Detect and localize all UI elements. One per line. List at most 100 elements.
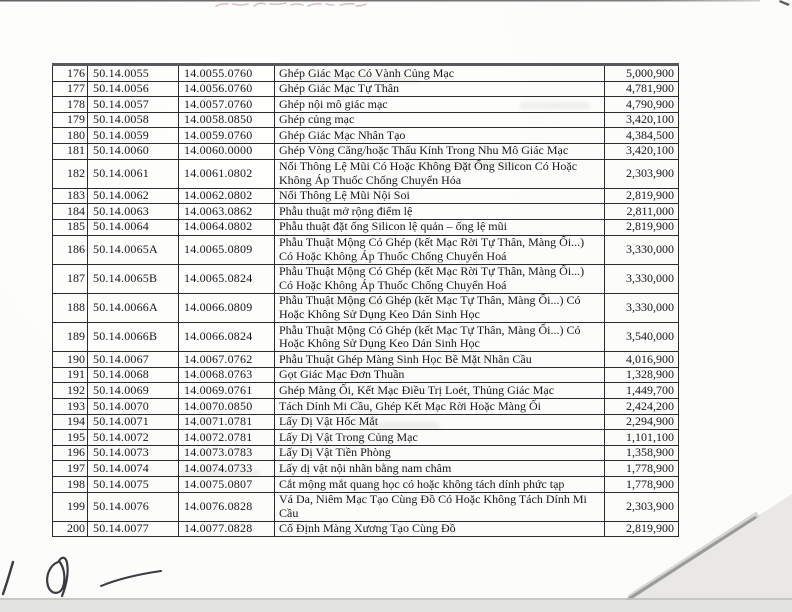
top-right-speck [779, 0, 790, 6]
price-cell: 4,016,900 [604, 351, 679, 368]
code-50-cell: 50.14.0076 [87, 491, 179, 522]
code-50-cell: 50.14.0056 [87, 80, 179, 98]
table-row: 197 50.14.0074 14.0074.0733 Lấy dị vật n… [52, 460, 679, 478]
pink-pen-marks [215, 2, 367, 7]
code-14-cell: 14.0066.0824 [178, 322, 275, 353]
code-14-cell: 14.0073.0783 [178, 444, 275, 462]
table-row: 194 50.14.0071 14.0071.0781 Lấy Dị Vật H… [52, 413, 679, 431]
table-row: 178 50.14.0057 14.0057.0760 Ghép nội mô … [52, 96, 679, 113]
row-number-cell: 197 [52, 460, 88, 478]
code-50-cell: 50.14.0062 [87, 187, 179, 205]
table-row: 196 50.14.0073 14.0073.0783 Lấy Dị Vật T… [52, 444, 679, 462]
price-cell: 4,384,500 [604, 127, 679, 144]
price-cell: 2,303,900 [604, 491, 679, 522]
price-cell: 1,101,100 [604, 429, 679, 446]
service-name-cell: Phẫu thuật đặt ống Silicon lệ quản – ống… [274, 218, 605, 236]
price-cell: 3,330,000 [604, 292, 679, 324]
code-50-cell: 50.14.0064 [87, 218, 179, 236]
price-cell: 2,424,200 [604, 398, 679, 415]
code-50-cell: 50.14.0068 [87, 366, 179, 384]
table-row: 186 50.14.0065A 14.0065.0809 Phẫu Thuật … [52, 234, 679, 265]
code-14-cell: 14.0058.0850 [178, 111, 275, 129]
service-name-cell: Vá Da, Niêm Mạc Tạo Cùng Đồ Có Hoặc Khôn… [274, 491, 605, 522]
price-table: 176 50.14.0055 14.0055.0760 Ghép Giác Mạ… [52, 63, 679, 538]
table-row: 191 50.14.0068 14.0068.0763 Gọt Giác Mạc… [52, 366, 679, 384]
table-row: 177 50.14.0056 14.0056.0760 Ghép Giác Mạ… [52, 80, 679, 98]
row-number-cell: 180 [52, 127, 88, 144]
table-row: 198 50.14.0075 14.0075.0807 Cắt mộng mắt… [52, 476, 679, 493]
code-50-cell: 50.14.0070 [87, 398, 179, 415]
handwritten-mark [1, 556, 162, 598]
table-row: 200 50.14.0077 14.0077.0828 Cố Định Màng… [52, 520, 679, 538]
row-number-cell: 187 [52, 263, 88, 294]
service-name-cell: Ghép Giác Mạc Nhân Tạo [274, 127, 605, 144]
code-14-cell: 14.0057.0760 [178, 96, 275, 113]
table-row: 180 50.14.0059 14.0059.0760 Ghép Giác Mạ… [52, 127, 679, 144]
price-cell: 1,449,700 [604, 382, 679, 400]
code-14-cell: 14.0061.0802 [178, 158, 275, 189]
code-14-cell: 14.0064.0802 [178, 218, 275, 236]
price-cell: 1,358,900 [604, 444, 679, 462]
table-row: 189 50.14.0066B 14.0066.0824 Phẫu Thuật … [52, 322, 679, 353]
code-14-cell: 14.0069.0761 [178, 382, 275, 400]
price-cell: 4,790,900 [604, 96, 679, 113]
table-row: 179 50.14.0058 14.0058.0850 Ghép củng mạ… [52, 111, 679, 129]
code-50-cell: 50.14.0074 [87, 460, 179, 478]
code-50-cell: 50.14.0058 [87, 111, 179, 129]
code-14-cell: 14.0074.0733 [178, 460, 275, 478]
row-number-cell: 181 [52, 142, 88, 160]
code-50-cell: 50.14.0063 [87, 203, 179, 220]
price-cell: 1,328,900 [604, 366, 679, 384]
code-14-cell: 14.0065.0824 [178, 263, 275, 294]
row-number-cell: 182 [52, 158, 88, 189]
service-name-cell: Cố Định Màng Xương Tạo Cùng Đồ [274, 520, 605, 538]
price-table-body: 176 50.14.0055 14.0055.0760 Ghép Giác Mạ… [52, 64, 679, 538]
service-name-cell: Ghép Vòng Căng/hoặc Thấu Kính Trong Nhu … [274, 142, 605, 160]
top-scan-line [0, 0, 760, 2]
code-14-cell: 14.0071.0781 [178, 413, 275, 431]
service-name-cell: Ghép Giác Mạc Tự Thân [274, 80, 605, 98]
price-cell: 2,811,000 [604, 203, 679, 220]
table-row: 184 50.14.0063 14.0063.0862 Phẫu thuật m… [52, 203, 679, 220]
code-50-cell: 50.14.0065B [87, 263, 179, 294]
code-50-cell: 50.14.0060 [87, 142, 179, 160]
row-number-cell: 178 [52, 96, 88, 113]
row-number-cell: 183 [52, 187, 88, 205]
code-14-cell: 14.0068.0763 [178, 366, 275, 384]
price-cell: 3,420,100 [604, 111, 679, 129]
service-name-cell: Nối Thông Lệ Mũi Nội Soi [274, 187, 605, 205]
row-number-cell: 200 [52, 520, 88, 538]
price-cell: 1,778,900 [604, 460, 679, 478]
table-row: 182 50.14.0061 14.0061.0802 Nối Thông Lệ… [52, 158, 679, 189]
row-number-cell: 196 [52, 444, 88, 462]
table-row: 181 50.14.0060 14.0060.0000 Ghép Vòng Că… [52, 142, 679, 160]
row-number-cell: 179 [52, 111, 88, 129]
code-14-cell: 14.0076.0828 [178, 491, 275, 522]
service-name-cell: Phẫu Thuật Ghép Màng Sinh Học Bề Mặt Nhã… [274, 351, 605, 368]
service-name-cell: Nối Thông Lệ Mũi Có Hoặc Không Đặt Ống S… [274, 158, 605, 189]
table-row: 193 50.14.0070 14.0070.0850 Tách Dính Mi… [52, 398, 679, 415]
code-14-cell: 14.0060.0000 [178, 142, 275, 160]
service-name-cell: Gọt Giác Mạc Đơn Thuần [274, 366, 605, 384]
price-cell: 5,000,900 [604, 64, 679, 82]
code-50-cell: 50.14.0066A [87, 292, 179, 324]
code-50-cell: 50.14.0067 [87, 351, 179, 368]
service-name-cell: Phẫu thuật mở rộng điểm lệ [274, 203, 605, 220]
code-50-cell: 50.14.0072 [87, 429, 179, 446]
code-50-cell: 50.14.0059 [87, 127, 179, 144]
code-14-cell: 14.0075.0807 [178, 476, 275, 493]
service-name-cell: Ghép nội mô giác mạc [274, 96, 605, 113]
code-14-cell: 14.0059.0760 [178, 127, 275, 144]
code-14-cell: 14.0056.0760 [178, 80, 275, 98]
table-row: 185 50.14.0064 14.0064.0802 Phẫu thuật đ… [52, 218, 679, 236]
code-50-cell: 50.14.0071 [87, 413, 179, 431]
service-name-cell: Lấy Dị Vật Tiền Phòng [274, 444, 605, 462]
service-name-cell: Phẫu Thuật Mộng Có Ghép (kết Mạc Rời Tự … [274, 234, 605, 265]
code-14-cell: 14.0063.0862 [178, 203, 275, 220]
table-row: 187 50.14.0065B 14.0065.0824 Phẫu Thuật … [52, 263, 679, 294]
row-number-cell: 198 [52, 476, 88, 493]
code-50-cell: 50.14.0065A [87, 234, 179, 265]
row-number-cell: 192 [52, 382, 88, 400]
row-number-cell: 194 [52, 413, 88, 431]
